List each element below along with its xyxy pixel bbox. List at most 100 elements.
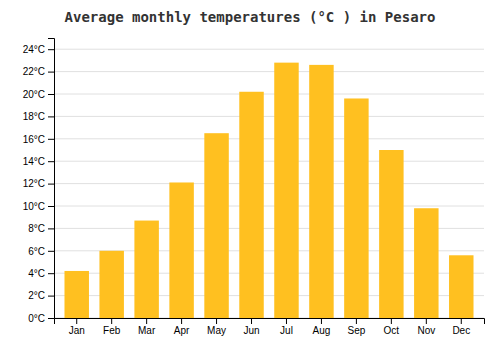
y-tick-mark xyxy=(48,228,54,229)
y-tick: 22°C xyxy=(23,66,54,77)
y-tick-label: 22°C xyxy=(23,66,45,77)
y-tick-label: 16°C xyxy=(23,134,45,145)
y-tick: 6°C xyxy=(28,246,54,257)
x-tick-mark xyxy=(76,318,77,324)
title: Average monthly temperatures (°C ) in Pe… xyxy=(65,9,436,25)
x-tick-mark xyxy=(111,318,112,324)
y-tick-mark xyxy=(48,318,54,319)
y-tick-label: 14°C xyxy=(23,156,45,167)
y-tick-mark xyxy=(48,49,54,50)
x-tick: Aug xyxy=(313,318,331,336)
x-tick-label: Dec xyxy=(452,325,470,336)
x-tick: Mar xyxy=(138,318,156,336)
y-tick: 20°C xyxy=(23,89,54,100)
y-tick: 12°C xyxy=(23,178,54,189)
x-tick: Feb xyxy=(103,318,121,336)
y-tick-label: 2°C xyxy=(28,290,45,301)
x-tick-label: Mar xyxy=(138,325,156,336)
x-tick: Jun xyxy=(243,318,259,336)
chart: Average monthly temperatures (°C ) in Pe… xyxy=(0,0,500,350)
y-tick-mark xyxy=(48,251,54,252)
x-tick-label: Jan xyxy=(69,325,85,336)
grid-line xyxy=(54,161,484,162)
bar xyxy=(309,65,333,318)
grid-line xyxy=(54,71,484,72)
y-tick-label: 0°C xyxy=(28,313,45,324)
x-tick-mark xyxy=(321,318,322,324)
bar xyxy=(134,221,158,318)
y-tick-mark xyxy=(48,94,54,95)
y-tick: 24°C xyxy=(23,44,54,55)
y-tick-label: 18°C xyxy=(23,111,45,122)
bars xyxy=(64,63,473,318)
axis-domain xyxy=(48,39,55,319)
grid-line xyxy=(54,206,484,207)
bar xyxy=(414,208,438,318)
y-tick-mark xyxy=(48,139,54,140)
y-tick-label: 20°C xyxy=(23,89,45,100)
x-tick-mark xyxy=(286,318,287,324)
x-tick-mark xyxy=(146,318,147,324)
y-tick: 10°C xyxy=(23,201,54,212)
y-tick-mark xyxy=(48,273,54,274)
y-tick-mark xyxy=(48,161,54,162)
y-tick-label: 8°C xyxy=(28,223,45,234)
y-tick-mark xyxy=(48,116,54,117)
x-tick-label: Aug xyxy=(313,325,331,336)
x-tick: Dec xyxy=(452,318,470,336)
x-tick-label: May xyxy=(207,325,226,336)
x-tick-label: Oct xyxy=(384,325,400,336)
bar xyxy=(64,271,88,318)
x-axis: Jan Feb Mar Apr May Jun Jul Aug Sep Oct Nov Dec xyxy=(55,318,485,336)
y-axis: 0°C 2°C 4°C 6°C 8°C 10°C 12°C 14°C 16°C 18°C 20°C 2… xyxy=(23,39,55,324)
y-tick: 18°C xyxy=(23,111,54,122)
x-tick-label: Nov xyxy=(417,325,435,336)
y-tick-label: 12°C xyxy=(23,178,45,189)
axis-domain xyxy=(55,319,485,325)
y-tick: 0°C xyxy=(28,313,54,324)
plot: 0°C 2°C 4°C 6°C 8°C 10°C 12°C 14°C 16°C 18°C 20°C 2… xyxy=(23,39,485,337)
x-tick-label: Sep xyxy=(347,325,365,336)
x-tick: Jul xyxy=(280,318,293,336)
grid-line xyxy=(54,49,484,50)
x-tick-mark xyxy=(251,318,252,324)
x-tick: May xyxy=(207,318,226,336)
x-tick-mark xyxy=(356,318,357,324)
y-tick-label: 24°C xyxy=(23,44,45,55)
y-tick-mark xyxy=(48,296,54,297)
x-tick-mark xyxy=(426,318,427,324)
y-tick-mark xyxy=(48,206,54,207)
bar xyxy=(379,150,403,318)
x-tick-mark xyxy=(391,318,392,324)
y-tick-mark xyxy=(48,184,54,185)
bar xyxy=(99,251,123,318)
bar xyxy=(449,255,473,318)
x-tick-label: Feb xyxy=(103,325,121,336)
x-tick: Nov xyxy=(417,318,435,336)
y-tick: 8°C xyxy=(28,223,54,234)
x-tick-mark xyxy=(181,318,182,324)
y-tick: 14°C xyxy=(23,156,54,167)
y-tick-label: 10°C xyxy=(23,201,45,212)
bar xyxy=(204,133,228,318)
grid-line xyxy=(54,138,484,139)
grid xyxy=(54,49,484,318)
x-tick: Sep xyxy=(347,318,365,336)
bar xyxy=(344,98,368,318)
y-tick-label: 6°C xyxy=(28,246,45,257)
y-tick-mark xyxy=(48,72,54,73)
x-tick: Apr xyxy=(174,318,190,336)
y-tick-label: 4°C xyxy=(28,268,45,279)
x-tick-label: Jul xyxy=(280,325,293,336)
grid-line xyxy=(54,94,484,95)
x-tick-label: Apr xyxy=(174,325,190,336)
y-tick: 2°C xyxy=(28,290,54,301)
x-tick: Jan xyxy=(69,318,85,336)
grid-line xyxy=(54,116,484,117)
y-tick: 16°C xyxy=(23,134,54,145)
x-tick-mark xyxy=(461,318,462,324)
bar xyxy=(169,182,193,318)
x-tick-mark xyxy=(216,318,217,324)
grid-line xyxy=(54,183,484,184)
x-tick: Oct xyxy=(384,318,400,336)
